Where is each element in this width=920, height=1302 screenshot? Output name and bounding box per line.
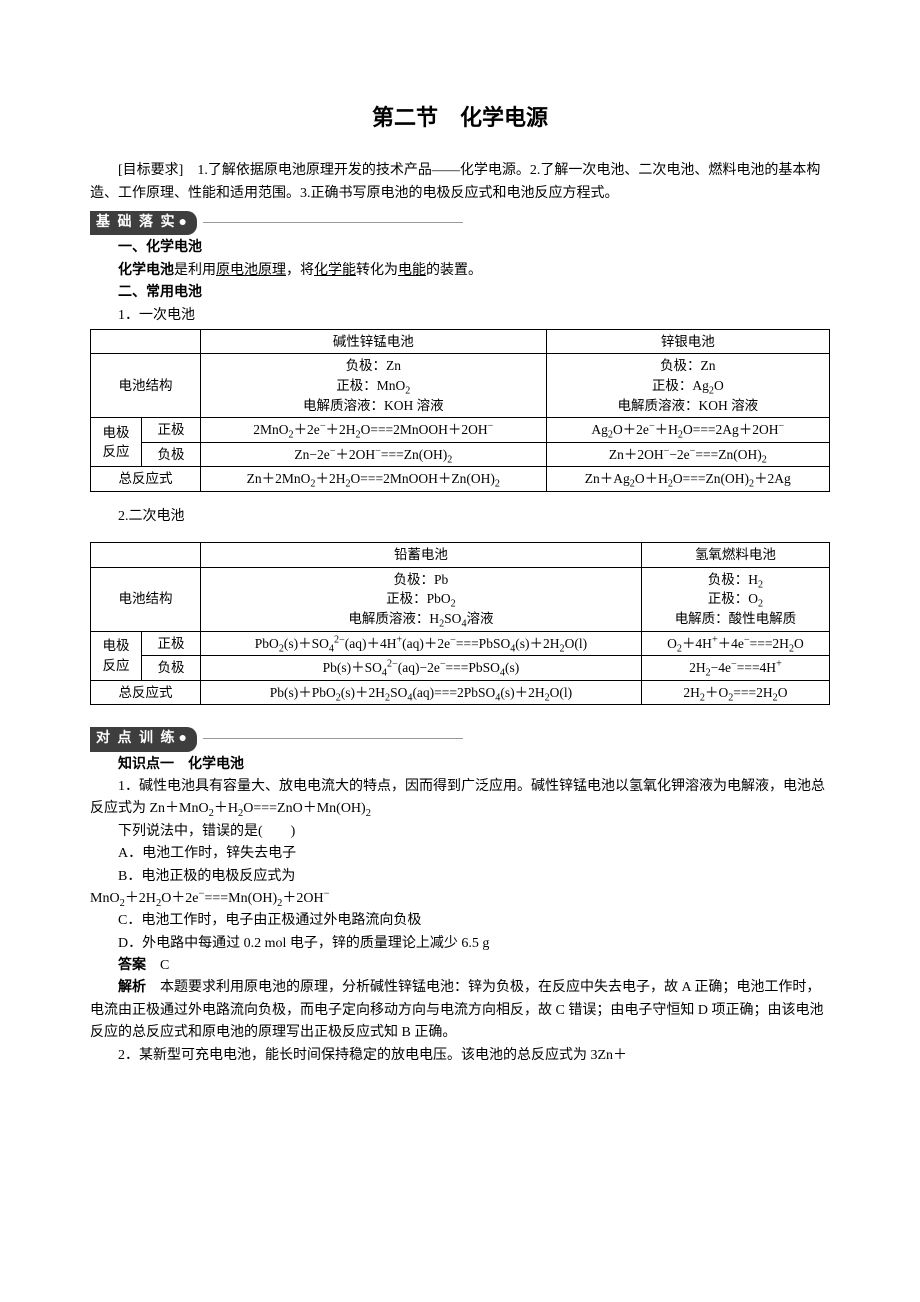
t2-electrode-label: 电极反应 [91,631,142,680]
sec2-heading: 二、常用电池 [90,282,830,304]
t2-total-a: Pb(s)＋PbO2(s)＋2H2SO4(aq)===2PbSO4(s)＋2H2… [201,680,642,705]
q1-option-c: C．电池工作时，电子由正极通过外电路流向负极 [90,910,830,932]
t1-structure-label: 电池结构 [91,354,201,418]
q1-option-b: B．电池正极的电极反应式为 [90,866,830,888]
t1-neg-label: 负极 [142,442,201,467]
pill-basics: 基 础 落 实● [90,211,197,235]
sec2-sub2: 2.二次电池 [90,506,830,528]
t2-pos-a: PbO2(s)＋SO42−(aq)＋4H+(aq)＋2e−===PbSO4(s)… [201,631,642,656]
t2-h2: 铅蓄电池 [201,543,642,568]
pill-practice: 对 点 训 练● [90,727,197,751]
t2-total-label: 总反应式 [91,680,201,705]
table-primary-batteries: 碱性锌锰电池 锌银电池 电池结构 负极：Zn正极：MnO2电解质溶液：KOH 溶… [90,329,830,492]
q1-option-b-eq: MnO2＋2H2O＋2e−===Mn(OH)2＋2OH− [90,888,830,910]
objective-paragraph: [目标要求] 1.了解依据原电池原理开发的技术产品——化学电源。2.了解一次电池… [90,160,830,205]
sec1-heading: 一、化学电池 [90,237,830,259]
section-basics-header: 基 础 落 实● [90,205,830,237]
section-practice-header: 对 点 训 练● [90,721,830,753]
t2-structure-b: 负极：H2正极：O2电解质：酸性电解质 [641,567,829,631]
t2-h3: 氢氧燃料电池 [641,543,829,568]
t1-total-a: Zn＋2MnO2＋2H2O===2MnOOH＋Zn(OH)2 [201,467,547,492]
t2-structure-a: 负极：Pb正极：PbO2电解质溶液：H2SO4溶液 [201,567,642,631]
q1-prompt: 下列说法中，错误的是( ) [90,821,830,843]
t1-structure-a: 负极：Zn正极：MnO2电解质溶液：KOH 溶液 [201,354,547,418]
sec1-definition: 化学电池是利用原电池原理，将化学能转化为电能的装置。 [90,260,830,282]
t1-neg-a: Zn−2e−＋2OH−===Zn(OH)2 [201,442,547,467]
sec2-sub1: 1．一次电池 [90,305,830,327]
t2-pos-label: 正极 [142,631,201,656]
kp1-heading: 知识点一 化学电池 [90,754,830,776]
t1-pos-a: 2MnO2＋2e−＋2H2O===2MnOOH＋2OH− [201,418,547,443]
t1-pos-label: 正极 [142,418,201,443]
table-secondary-batteries: 铅蓄电池 氢氧燃料电池 电池结构 负极：Pb正极：PbO2电解质溶液：H2SO4… [90,542,830,705]
t1-total-label: 总反应式 [91,467,201,492]
q1-explanation: 解析 本题要求利用原电池的原理，分析碱性锌锰电池：锌为负极，在反应中失去电子，故… [90,977,830,1044]
t2-h1 [91,543,201,568]
t1-h1 [91,329,201,354]
t1-h3: 锌银电池 [546,329,829,354]
t1-electrode-label: 电极反应 [91,418,142,467]
q1-option-d: D．外电路中每通过 0.2 mol 电子，锌的质量理论上减少 6.5 g [90,933,830,955]
t1-h2: 碱性锌锰电池 [201,329,547,354]
t1-structure-b: 负极：Zn正极：Ag2O电解质溶液：KOH 溶液 [546,354,829,418]
q1-option-a: A．电池工作时，锌失去电子 [90,843,830,865]
t2-neg-b: 2H2−4e−===4H+ [641,656,829,681]
t1-neg-b: Zn＋2OH−−2e−===Zn(OH)2 [546,442,829,467]
q2-stem: 2．某新型可充电电池，能长时间保持稳定的放电电压。该电池的总反应式为 3Zn＋ [90,1045,830,1067]
t2-neg-label: 负极 [142,656,201,681]
t1-total-b: Zn＋Ag2O＋H2O===Zn(OH)2＋2Ag [546,467,829,492]
t2-structure-label: 电池结构 [91,567,201,631]
t2-total-b: 2H2＋O2===2H2O [641,680,829,705]
t1-pos-b: Ag2O＋2e−＋H2O===2Ag＋2OH− [546,418,829,443]
page-title: 第二节 化学电源 [90,100,830,135]
q1-answer: 答案 C [90,955,830,977]
t2-pos-b: O2＋4H+＋4e−===2H2O [641,631,829,656]
q1-stem: 1．碱性电池具有容量大、放电电流大的特点，因而得到广泛应用。碱性锌锰电池以氢氧化… [90,776,830,821]
t2-neg-a: Pb(s)＋SO42−(aq)−2e−===PbSO4(s) [201,656,642,681]
